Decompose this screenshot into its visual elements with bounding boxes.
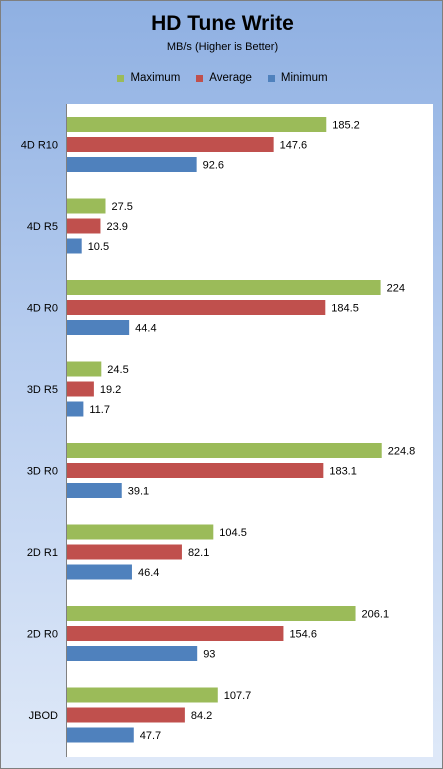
value-label-3d-r5-maximum: 24.5 — [107, 364, 128, 376]
bar-3d-r5-minimum — [67, 401, 84, 417]
legend-item-average: Average — [196, 72, 252, 84]
chart-legend: Maximum Average Minimum — [1, 72, 443, 84]
legend-swatch-maximum — [117, 74, 125, 82]
value-label-4d-r0-maximum: 224 — [387, 283, 405, 295]
value-label-3d-r0-maximum: 224.8 — [388, 446, 416, 458]
bar-jbod-maximum — [67, 687, 218, 703]
value-label-4d-r0-average: 184.5 — [331, 303, 359, 315]
category-label-4d-r10: 4D R10 — [21, 140, 58, 152]
bar-3d-r0-minimum — [67, 483, 122, 498]
bar-4d-r10-maximum — [67, 117, 327, 132]
legend-item-maximum: Maximum — [117, 72, 180, 84]
value-label-4d-r5-maximum: 27.5 — [112, 201, 133, 213]
legend-label-maximum: Maximum — [130, 72, 181, 84]
bar-4d-r0-average — [67, 300, 326, 315]
value-label-4d-r10-average: 147.6 — [280, 140, 308, 152]
legend-item-minimum: Minimum — [267, 72, 328, 84]
value-label-4d-r5-average: 23.9 — [106, 221, 127, 233]
chart-title: HD Tune Write — [151, 12, 294, 35]
category-label-jbod: JBOD — [29, 710, 58, 722]
category-label-3d-r5: 3D R5 — [27, 384, 58, 396]
value-label-2d-r0-minimum: 93 — [203, 649, 215, 661]
bar-4d-r10-average — [67, 137, 274, 152]
category-label-4d-r0: 4D R0 — [27, 303, 58, 315]
bar-2d-r0-maximum — [67, 606, 356, 621]
bar-3d-r5-average — [67, 381, 94, 397]
value-label-3d-r0-average: 183.1 — [329, 466, 357, 478]
value-label-2d-r0-average: 154.6 — [289, 629, 317, 641]
value-label-4d-r0-minimum: 44.4 — [135, 323, 156, 335]
value-label-2d-r1-average: 82.1 — [188, 547, 209, 559]
bar-4d-r5-minimum — [67, 238, 82, 254]
bar-4d-r10-minimum — [67, 157, 197, 172]
bar-2d-r1-maximum — [67, 524, 214, 540]
bar-3d-r0-maximum — [67, 443, 382, 458]
bar-4d-r0-minimum — [67, 320, 130, 335]
category-label-4d-r5: 4D R5 — [27, 221, 58, 233]
value-label-2d-r1-maximum: 104.5 — [219, 527, 247, 539]
value-label-3d-r5-average: 19.2 — [100, 384, 121, 396]
bar-2d-r1-minimum — [67, 564, 132, 580]
legend-swatch-average — [196, 74, 204, 82]
bar-2d-r0-minimum — [67, 646, 198, 661]
value-label-2d-r1-minimum: 46.4 — [138, 567, 159, 579]
value-label-3d-r5-minimum: 11.7 — [89, 404, 110, 416]
category-label-3d-r0: 3D R0 — [27, 466, 58, 478]
value-label-3d-r0-minimum: 39.1 — [128, 486, 149, 498]
bar-4d-r5-average — [67, 218, 101, 234]
legend-label-minimum: Minimum — [280, 72, 328, 84]
bar-2d-r0-average — [67, 626, 284, 641]
bar-3d-r0-average — [67, 463, 324, 478]
bar-4d-r5-maximum — [67, 198, 106, 214]
value-label-jbod-maximum: 107.7 — [224, 690, 252, 702]
value-label-4d-r5-minimum: 10.5 — [88, 241, 109, 253]
bar-jbod-average — [67, 707, 185, 723]
bar-2d-r1-average — [67, 544, 182, 560]
value-label-2d-r0-maximum: 206.1 — [362, 609, 390, 621]
bar-4d-r0-maximum — [67, 280, 381, 295]
legend-label-average: Average — [209, 72, 252, 84]
value-label-jbod-minimum: 47.7 — [140, 730, 161, 742]
chart-subtitle: MB/s (Higher is Better) — [166, 41, 279, 53]
category-label-2d-r0: 2D R0 — [27, 629, 58, 641]
bar-jbod-minimum — [67, 727, 134, 743]
bar-3d-r5-maximum — [67, 361, 102, 377]
value-label-4d-r10-maximum: 185.2 — [332, 120, 360, 132]
value-label-4d-r10-minimum: 92.6 — [203, 160, 224, 172]
category-label-2d-r1: 2D R1 — [27, 547, 58, 559]
legend-swatch-minimum — [267, 74, 275, 82]
value-label-jbod-average: 84.2 — [191, 710, 212, 722]
